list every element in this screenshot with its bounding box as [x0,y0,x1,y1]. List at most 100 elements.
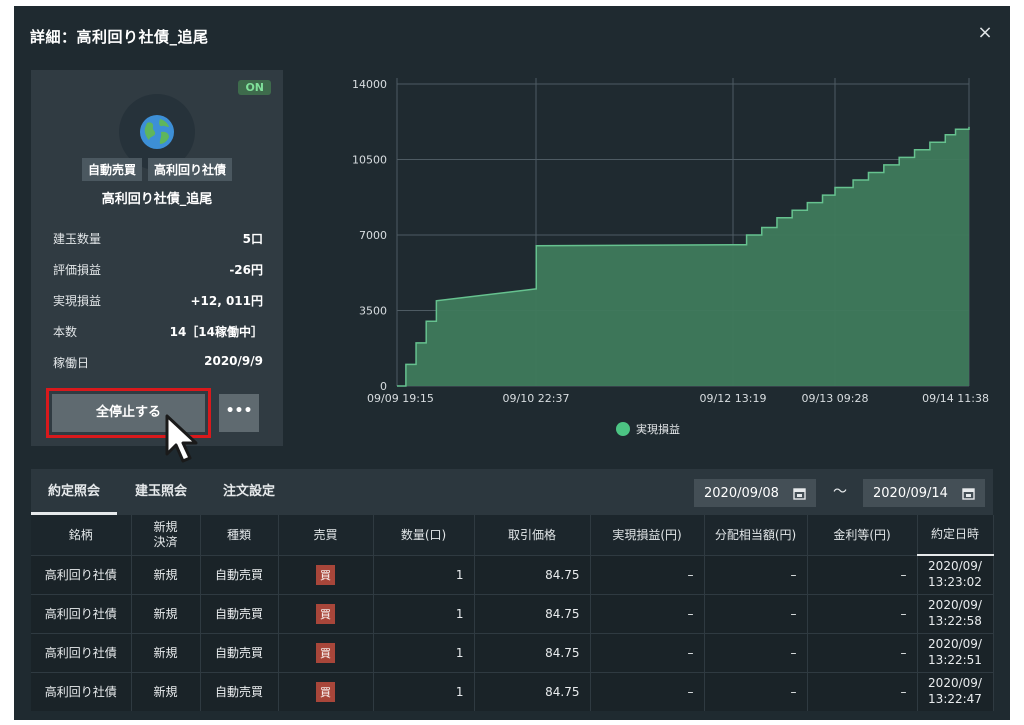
header-col-exec-time[interactable]: 約定日時 [917,515,994,556]
cell-col-distribution: – [704,554,808,594]
tab-executions[interactable]: 約定照会 [47,484,100,499]
header-col-price[interactable]: 取引価格 [474,515,591,555]
cell-col-open-close: 新規 [131,671,201,711]
tag-high-yield: 高利回り社債 [148,158,233,181]
cell-col-exec-time: 2020/09/13:22:51 [917,632,994,672]
cell-col-exec-time: 2020/09/13:22:47 [917,671,994,711]
cell-col-type: 自動売買 [200,632,279,672]
cell-col-price: 84.75 [474,632,591,672]
stat-value: -26円 [229,263,263,277]
more-options-button[interactable]: ••• [219,394,259,432]
x-tick-label: 09/13 09:28 [802,392,869,405]
date-to-value: 2020/09/14 [873,485,948,501]
y-tick-label: 3500 [359,305,387,318]
tab-active-indicator [31,512,117,515]
table-row[interactable]: 高利回り社債 新規 自動売買買 1 84.75– – –2020/09/13:22:47 [31,671,994,711]
stat-label: 実現損益 [53,294,102,308]
header-col-interest[interactable]: 金利等(円) [807,515,918,555]
tab-order-settings[interactable]: 注文設定 [222,484,275,499]
x-tick-label: 09/12 13:19 [700,392,767,405]
cell-col-name: 高利回り社債 [31,554,132,594]
header-col-realized-pnl[interactable]: 実現損益(円) [590,515,705,555]
cell-col-realized-pnl: – [590,593,705,633]
date-range-separator: ～ [833,484,847,500]
header-col-side[interactable]: 売買 [278,515,374,555]
stat-value: 5口 [242,232,263,246]
stat-value: +12, 011円 [190,294,263,308]
executions-table: 銘柄 新規 決済 種類 売買 数量(口) 取引価格 実現損益(円) 分配相当額(円) 金利等(円)… [31,515,994,711]
header-col-distribution[interactable]: 分配相当額(円) [704,515,808,555]
table-row[interactable]: 高利回り社債 新規 自動売買買 1 84.75– – –2020/09/13:23:02 [31,554,994,594]
date-to-field[interactable]: 2020/09/14 [863,479,985,507]
cell-col-quantity: 1 [373,554,475,594]
cell-col-interest: – [807,632,918,672]
stat-row-start-date: 稼働日 2020/9/9 [53,354,263,371]
date-from-field[interactable]: 2020/09/08 [694,479,816,507]
calendar-icon[interactable] [962,487,975,500]
realized-pnl-chart: 0 3500 7000 10500 14000 09/09 19:15 09/10 22:3… [352,78,989,436]
cell-col-open-close: 新規 [131,554,201,594]
globe-icon [140,115,174,149]
stat-row-positions: 建玉数量 5口 [53,230,263,247]
x-tick-label: 09/14 11:38 [922,392,989,405]
header-col-type[interactable]: 種類 [200,515,279,555]
cell-col-distribution: – [704,593,808,633]
cell-col-quantity: 1 [373,593,475,633]
chart-area-fill [397,126,969,386]
y-tick-label: 7000 [359,229,387,242]
buy-badge: 買 [316,642,335,663]
chart-series-line [397,126,970,387]
x-tick-label: 09/10 22:37 [503,392,570,405]
cell-col-interest: – [807,554,918,594]
header-col-name[interactable]: 銘柄 [31,515,132,555]
strategy-name: 高利回り社債_追尾 [101,192,213,207]
avatar [119,94,195,170]
table-body: 高利回り社債 新規 自動売買買 1 84.75– – –2020/09/13:23:02 高利… [31,554,994,711]
buy-badge: 買 [316,564,335,585]
y-tick-label: 0 [380,380,387,393]
legend-label: 実現損益 [636,422,680,436]
stat-row-unrealized: 評価損益 -26円 [53,261,263,278]
cell-col-price: 84.75 [474,554,591,594]
cell-col-quantity: 1 [373,671,475,711]
cell-col-quantity: 1 [373,632,475,672]
cell-col-name: 高利回り社債 [31,593,132,633]
tab-positions[interactable]: 建玉照会 [134,484,187,499]
cell-col-price: 84.75 [474,671,591,711]
cell-col-side: 買 [278,593,374,633]
status-badge: ON [238,80,271,95]
table-row[interactable]: 高利回り社債 新規 自動売買買 1 84.75– – –2020/09/13:22:58 [31,593,994,633]
cell-col-exec-time: 2020/09/13:23:02 [917,554,994,594]
tab-bar: 約定照会 建玉照会 注文設定 2020/09/08 ～ 2020/09/14 [31,469,993,515]
stat-label: 建玉数量 [53,232,102,246]
cell-col-exec-time: 2020/09/13:22:58 [917,593,994,633]
calendar-icon[interactable] [793,487,806,500]
strategy-card: ON 自動売買 高利回り社債 高利回り社債_追尾 建玉数量 5口 評価損益 -2… [31,70,283,446]
header-col-open-close[interactable]: 新規 決済 [131,515,201,555]
cell-col-name: 高利回り社債 [31,632,132,672]
stat-value: 14［14稼働中］ [169,325,263,339]
cell-col-interest: – [807,593,918,633]
close-icon[interactable]: × [977,22,993,43]
cell-col-realized-pnl: – [590,671,705,711]
y-tick-label: 14000 [352,78,387,91]
cell-col-type: 自動売買 [200,671,279,711]
cell-col-open-close: 新規 [131,593,201,633]
table-header-row: 銘柄 新規 決済 種類 売買 数量(口) 取引価格 実現損益(円) 分配相当額(円) 金利等(円)… [31,515,994,556]
buy-badge: 買 [316,603,335,624]
cell-col-name: 高利回り社債 [31,671,132,711]
stat-row-count: 本数 14［14稼働中］ [53,323,263,340]
x-tick-label: 09/09 19:15 [367,392,434,405]
cell-col-side: 買 [278,554,374,594]
stop-button-highlight [46,388,211,438]
stat-value: 2020/9/9 [204,354,263,368]
cell-col-distribution: – [704,632,808,672]
stat-label: 稼働日 [53,356,90,370]
table-row[interactable]: 高利回り社債 新規 自動売買買 1 84.75– – –2020/09/13:22:51 [31,632,994,672]
y-tick-label: 10500 [352,154,387,167]
header-col-quantity[interactable]: 数量(口) [373,515,475,555]
date-from-value: 2020/09/08 [704,485,779,501]
cell-col-type: 自動売買 [200,593,279,633]
mouse-cursor-icon [165,414,198,463]
cell-col-open-close: 新規 [131,632,201,672]
